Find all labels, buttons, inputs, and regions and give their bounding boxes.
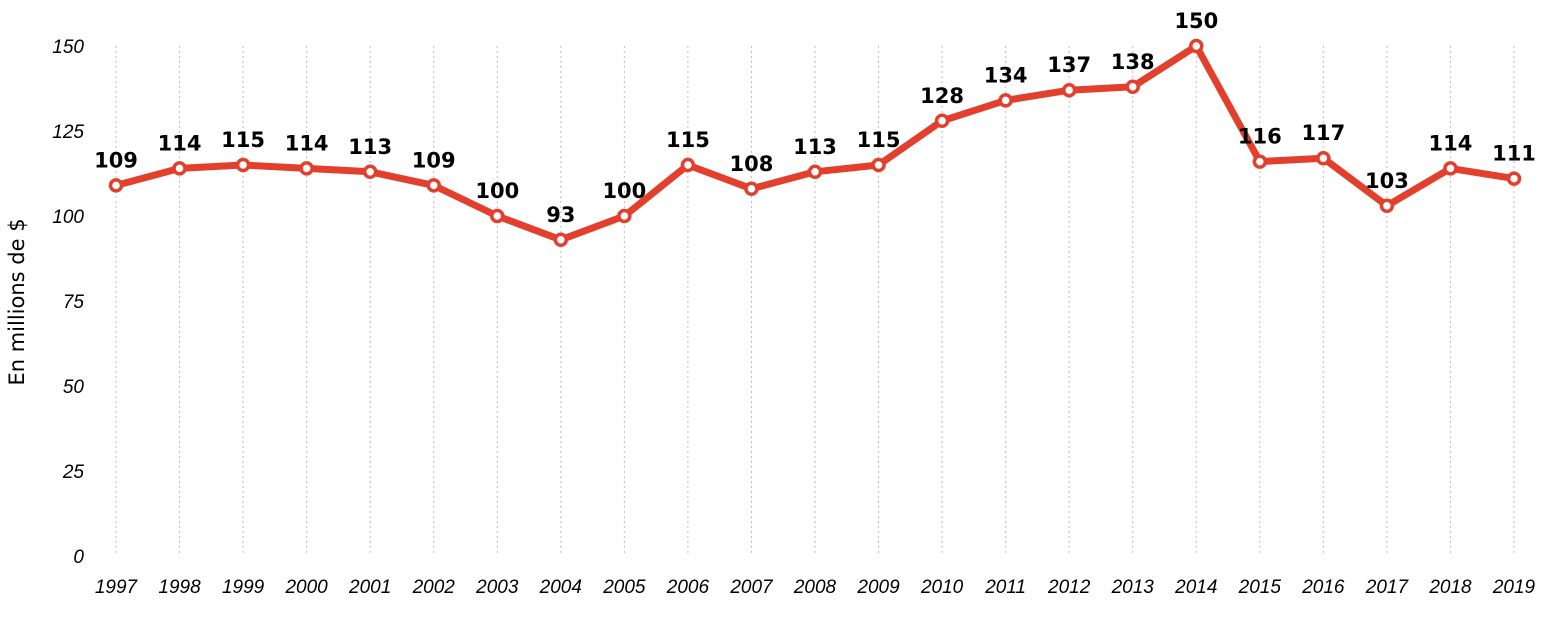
y-tick-label: 0 xyxy=(73,547,84,568)
data-label: 114 xyxy=(1429,131,1473,155)
data-label: 113 xyxy=(793,135,837,159)
x-tick-label: 1999 xyxy=(222,577,265,598)
data-point xyxy=(1061,82,1077,98)
data-label: 116 xyxy=(1238,125,1282,149)
data-point xyxy=(1252,154,1268,169)
x-tick-label: 2015 xyxy=(1238,577,1282,598)
data-label: 114 xyxy=(158,131,202,155)
x-tick-label: 2016 xyxy=(1301,577,1345,598)
x-axis-ticks: 1997 1998 1999 2000 2001 2002 2003 2004 2005 2006… xyxy=(95,577,1536,598)
data-label: 100 xyxy=(475,179,519,203)
x-tick-label: 2005 xyxy=(602,577,646,598)
data-label: 114 xyxy=(285,131,329,155)
data-point xyxy=(998,93,1013,108)
x-tick-label: 2013 xyxy=(1111,577,1155,598)
data-label: 115 xyxy=(221,128,265,152)
data-label: 150 xyxy=(1174,9,1218,33)
x-tick-label: 2019 xyxy=(1492,577,1536,598)
data-point xyxy=(1316,150,1331,166)
y-tick-label: 100 xyxy=(52,207,84,228)
x-tick-label: 2018 xyxy=(1428,577,1472,598)
y-tick-label: 50 xyxy=(63,377,85,398)
x-tick-label: 2000 xyxy=(284,577,328,598)
data-label: 93 xyxy=(546,203,575,227)
x-tick-label: 2017 xyxy=(1365,577,1410,598)
x-tick-label: 2001 xyxy=(348,577,391,598)
data-points xyxy=(108,38,1522,248)
data-label: 137 xyxy=(1047,53,1091,77)
data-point xyxy=(362,164,378,180)
data-label: 111 xyxy=(1492,142,1536,166)
data-label: 109 xyxy=(412,148,456,172)
x-tick-label: 2006 xyxy=(666,577,710,598)
data-label: 113 xyxy=(348,135,392,159)
data-point xyxy=(744,181,759,197)
data-label: 115 xyxy=(857,128,901,152)
x-tick-label: 2012 xyxy=(1047,577,1091,598)
data-point xyxy=(934,113,950,129)
x-tick-label: 2011 xyxy=(984,577,1026,598)
data-label: 109 xyxy=(94,148,138,172)
x-tick-label: 2007 xyxy=(729,577,774,598)
data-label: 103 xyxy=(1365,169,1409,193)
data-point xyxy=(1379,198,1395,214)
grid-lines xyxy=(115,46,1515,556)
data-point xyxy=(1506,171,1522,186)
x-tick-label: 2008 xyxy=(793,577,837,598)
data-labels: 109 114 115 114 113 109 100 93 100 115 108 113 115 12… xyxy=(94,9,1536,227)
data-label: 138 xyxy=(1111,50,1155,74)
x-tick-label: 2004 xyxy=(539,577,582,598)
data-point xyxy=(807,164,823,180)
data-point xyxy=(1443,161,1458,176)
data-point xyxy=(1189,38,1204,54)
x-tick-label: 2009 xyxy=(856,577,900,598)
x-tick-label: 1997 xyxy=(95,577,139,598)
y-tick-label: 150 xyxy=(52,37,84,58)
data-point xyxy=(871,157,886,173)
data-point xyxy=(172,161,187,176)
data-point xyxy=(617,208,632,224)
data-point xyxy=(680,157,696,173)
data-label: 117 xyxy=(1301,121,1345,145)
y-axis-ticks: 0 25 50 75 100 125 150 xyxy=(52,37,84,568)
data-label: 128 xyxy=(920,84,964,108)
y-axis-label: En millions de $ xyxy=(5,218,29,385)
data-point xyxy=(108,178,124,193)
data-label: 108 xyxy=(730,152,774,176)
data-point xyxy=(490,208,505,224)
x-tick-label: 2002 xyxy=(412,577,456,598)
data-point xyxy=(1125,79,1140,95)
x-tick-label: 2010 xyxy=(920,577,964,598)
data-label: 115 xyxy=(666,128,710,152)
data-point xyxy=(235,157,251,173)
data-label: 100 xyxy=(602,179,646,203)
y-tick-label: 125 xyxy=(52,122,84,143)
data-point xyxy=(553,232,569,248)
data-point xyxy=(299,161,314,176)
x-tick-label: 2014 xyxy=(1174,577,1217,598)
x-tick-label: 2003 xyxy=(475,577,519,598)
data-label: 134 xyxy=(984,63,1028,87)
y-tick-label: 75 xyxy=(63,292,85,313)
x-tick-label: 1998 xyxy=(158,577,201,598)
data-point xyxy=(426,178,441,193)
y-tick-label: 25 xyxy=(62,462,85,483)
